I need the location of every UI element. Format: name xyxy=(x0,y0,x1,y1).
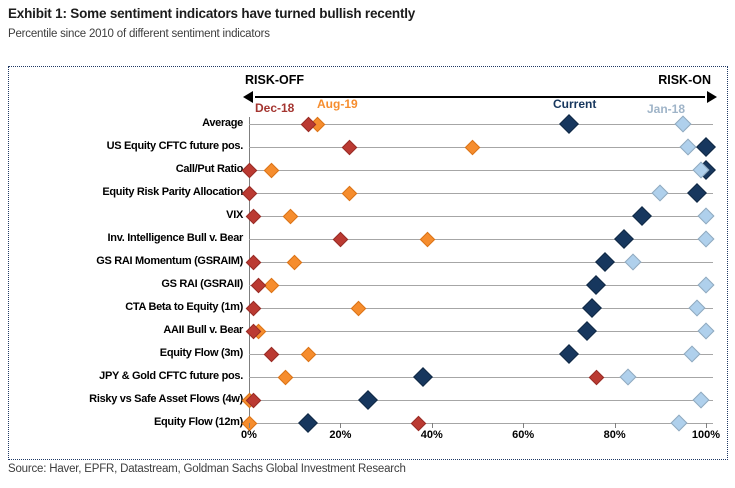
row-gridline xyxy=(249,423,713,424)
page-title: Exhibit 1: Some sentiment indicators hav… xyxy=(8,6,416,21)
category-label: CTA Beta to Equity (1m) xyxy=(125,301,243,313)
x-axis-tick-label: 20% xyxy=(329,429,352,441)
marker-aug-19-diamond xyxy=(282,208,298,224)
marker-current-diamond xyxy=(357,390,378,410)
marker-current-diamond xyxy=(595,252,616,272)
category-label: VIX xyxy=(226,209,243,221)
x-axis-tick xyxy=(431,423,433,428)
risk-axis-arrow-line xyxy=(255,96,705,98)
marker-jan-18-diamond xyxy=(697,322,715,340)
row-gridline xyxy=(249,239,713,240)
row-gridline xyxy=(249,262,713,263)
marker-dec-18-diamond xyxy=(588,369,605,385)
marker-jan-18-diamond xyxy=(697,276,715,294)
x-axis-tick-label: 80% xyxy=(603,429,626,441)
marker-current-diamond xyxy=(577,321,598,341)
x-axis-tick-label: 40% xyxy=(420,429,443,441)
source-note: Source: Haver, EPFR, Datastream, Goldman… xyxy=(8,463,406,475)
legend-label-dec-18: Dec-18 xyxy=(255,101,295,115)
marker-aug-19-diamond xyxy=(277,369,294,385)
marker-current-diamond xyxy=(581,298,602,318)
y-axis-line xyxy=(249,117,250,428)
marker-jan-18-diamond xyxy=(674,115,692,133)
marker-jan-18-diamond xyxy=(697,230,715,248)
row-gridline xyxy=(249,400,713,401)
risk-off-label: RISK-OFF xyxy=(245,73,305,87)
x-axis-tick-label: 60% xyxy=(512,429,535,441)
row-gridline xyxy=(249,124,713,125)
marker-dec-18-diamond xyxy=(332,231,349,247)
category-label: US Equity CFTC future pos. xyxy=(106,140,244,152)
marker-aug-19-diamond xyxy=(350,300,367,316)
marker-current-diamond xyxy=(558,114,579,134)
category-label: Average xyxy=(202,117,243,129)
row-gridline xyxy=(249,354,713,355)
legend-label-current: Current xyxy=(553,97,597,111)
marker-aug-19-diamond xyxy=(419,231,435,247)
marker-dec-18-diamond xyxy=(341,139,358,155)
marker-jan-18-diamond xyxy=(697,207,715,225)
category-label: Risky vs Safe Asset Flows (4w) xyxy=(89,393,243,405)
x-axis-tick xyxy=(706,423,707,428)
marker-current-diamond xyxy=(298,413,319,433)
marker-aug-19-diamond xyxy=(264,162,280,178)
marker-current-diamond xyxy=(686,183,707,203)
category-label: AAII Bull v. Bear xyxy=(163,324,243,336)
x-axis-tick xyxy=(523,423,525,428)
x-axis-tick xyxy=(340,423,342,428)
category-label: GS RAI Momentum (GSRAIM) xyxy=(96,255,243,267)
category-label: Equity Flow (3m) xyxy=(159,347,244,359)
marker-aug-19-diamond xyxy=(286,254,303,270)
row-gridline xyxy=(249,331,713,332)
arrow-right-head-icon xyxy=(707,91,717,103)
row-gridline xyxy=(249,377,713,378)
marker-jan-18-diamond xyxy=(683,345,701,363)
row-gridline xyxy=(249,216,713,217)
row-gridline xyxy=(249,170,713,171)
marker-current-diamond xyxy=(586,275,607,295)
risk-on-label: RISK-ON xyxy=(658,73,711,87)
x-axis-tick-label: 100% xyxy=(691,429,721,441)
marker-jan-18-diamond xyxy=(624,253,642,271)
legend-label-jan-18: Jan-18 xyxy=(647,102,686,116)
marker-jan-18-diamond xyxy=(679,138,697,156)
row-gridline xyxy=(249,193,713,194)
marker-jan-18-diamond xyxy=(688,299,706,317)
row-gridline xyxy=(249,147,713,148)
marker-aug-19-diamond xyxy=(465,139,481,155)
x-axis-tick xyxy=(249,423,250,428)
category-label: JPY & Gold CFTC future pos. xyxy=(99,370,243,382)
page-subtitle: Percentile since 2010 of different senti… xyxy=(8,28,270,40)
category-label: Inv. Intelligence Bull v. Bear xyxy=(107,232,244,244)
marker-jan-18-diamond xyxy=(651,184,669,202)
marker-current-diamond xyxy=(632,206,652,226)
x-axis-tick-label: 0% xyxy=(241,429,257,441)
marker-current-diamond xyxy=(613,229,634,249)
x-axis-tick xyxy=(614,423,616,428)
marker-aug-19-diamond xyxy=(341,185,358,201)
category-label: Call/Put Ratio xyxy=(175,163,244,175)
marker-aug-19-diamond xyxy=(300,346,317,362)
marker-current-diamond xyxy=(558,344,579,364)
marker-dec-18-diamond xyxy=(241,185,257,201)
legend-label-aug-19: Aug-19 xyxy=(317,97,358,111)
category-label: Equity Flow (12m) xyxy=(153,416,243,428)
marker-current-diamond xyxy=(696,137,716,157)
row-gridline xyxy=(249,285,713,286)
marker-jan-18-diamond xyxy=(692,391,710,409)
arrow-left-head-icon xyxy=(243,91,253,103)
row-gridline xyxy=(249,308,713,309)
marker-dec-18-diamond xyxy=(264,346,280,362)
marker-dec-18-diamond xyxy=(250,277,266,293)
marker-jan-18-diamond xyxy=(619,368,637,386)
category-label: GS RAI (GSRAII) xyxy=(161,278,243,290)
marker-dec-18-diamond xyxy=(241,162,257,178)
category-label: Equity Risk Parity Allocation xyxy=(102,186,243,198)
marker-current-diamond xyxy=(412,367,433,387)
chart-area: RISK-OFF RISK-ON Dec-18 Aug-19 Current Jan-… xyxy=(8,66,728,460)
